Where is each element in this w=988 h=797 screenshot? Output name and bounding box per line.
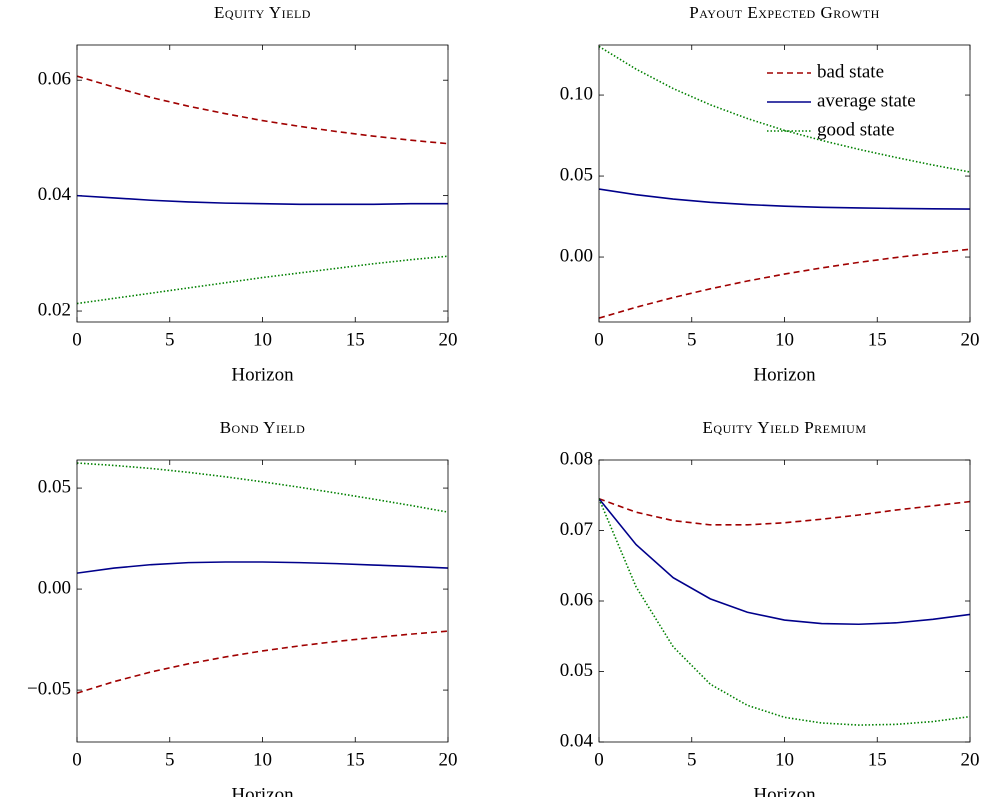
x-tick-label: 0 xyxy=(594,749,604,770)
x-tick-label: 5 xyxy=(687,749,697,770)
x-tick-label: 20 xyxy=(961,329,980,350)
series-line xyxy=(599,498,970,726)
x-tick-label: 5 xyxy=(165,749,175,770)
series-line xyxy=(77,462,448,513)
series-line xyxy=(599,498,970,626)
x-tick-label: 10 xyxy=(775,749,794,770)
y-tick-label: −0.05 xyxy=(27,678,71,699)
x-tick-label: 5 xyxy=(687,329,697,350)
x-tick-label: 10 xyxy=(253,749,272,770)
series-line xyxy=(599,248,970,319)
legend-label: good state xyxy=(817,119,895,140)
series-line xyxy=(77,561,448,574)
x-tick-label: 0 xyxy=(72,329,82,350)
y-tick-label: 0.05 xyxy=(560,660,593,681)
y-tick-label: 0.06 xyxy=(560,589,593,610)
chart-title: Payout Expected Growth xyxy=(689,3,880,22)
x-tick-label: 10 xyxy=(775,329,794,350)
plot-frame xyxy=(76,44,449,323)
x-tick-label: 15 xyxy=(346,749,365,770)
y-tick-label: 0.02 xyxy=(38,299,71,320)
x-axis-label: Horizon xyxy=(753,364,816,385)
x-tick-label: 20 xyxy=(961,749,980,770)
legend-label: bad state xyxy=(817,61,884,82)
x-tick-label: 20 xyxy=(439,329,458,350)
y-tick-label: 0.00 xyxy=(560,245,593,266)
x-tick-label: 15 xyxy=(346,329,365,350)
series-line xyxy=(77,630,448,694)
x-axis-label: Horizon xyxy=(753,784,816,797)
x-tick-label: 5 xyxy=(165,329,175,350)
series-line xyxy=(77,75,448,145)
y-tick-label: 0.05 xyxy=(38,476,71,497)
chart-title: Equity Yield Premium xyxy=(703,418,867,437)
y-tick-label: 0.07 xyxy=(560,519,593,540)
y-tick-label: 0.06 xyxy=(38,69,71,90)
chart-title: Bond Yield xyxy=(220,418,306,437)
series-line xyxy=(599,498,970,526)
y-tick-label: 0.04 xyxy=(38,184,72,205)
plot-frame xyxy=(76,459,449,743)
series-line xyxy=(77,194,448,206)
y-tick-label: 0.00 xyxy=(38,577,71,598)
y-tick-label: 0.05 xyxy=(560,164,593,185)
x-tick-label: 0 xyxy=(594,329,604,350)
chart-title: Equity Yield xyxy=(214,3,311,22)
x-tick-label: 0 xyxy=(72,749,82,770)
x-axis-label: Horizon xyxy=(231,364,294,385)
y-tick-label: 0.04 xyxy=(560,730,594,751)
x-tick-label: 15 xyxy=(868,329,887,350)
legend-label: average state xyxy=(817,90,916,111)
plot-frame xyxy=(598,44,971,323)
y-tick-label: 0.10 xyxy=(560,83,593,104)
x-axis-label: Horizon xyxy=(231,784,294,797)
series-line xyxy=(599,188,970,210)
x-tick-label: 15 xyxy=(868,749,887,770)
y-tick-label: 0.08 xyxy=(560,448,593,469)
plot-frame xyxy=(598,459,971,743)
x-tick-label: 10 xyxy=(253,329,272,350)
x-tick-label: 20 xyxy=(439,749,458,770)
series-line xyxy=(77,255,448,305)
